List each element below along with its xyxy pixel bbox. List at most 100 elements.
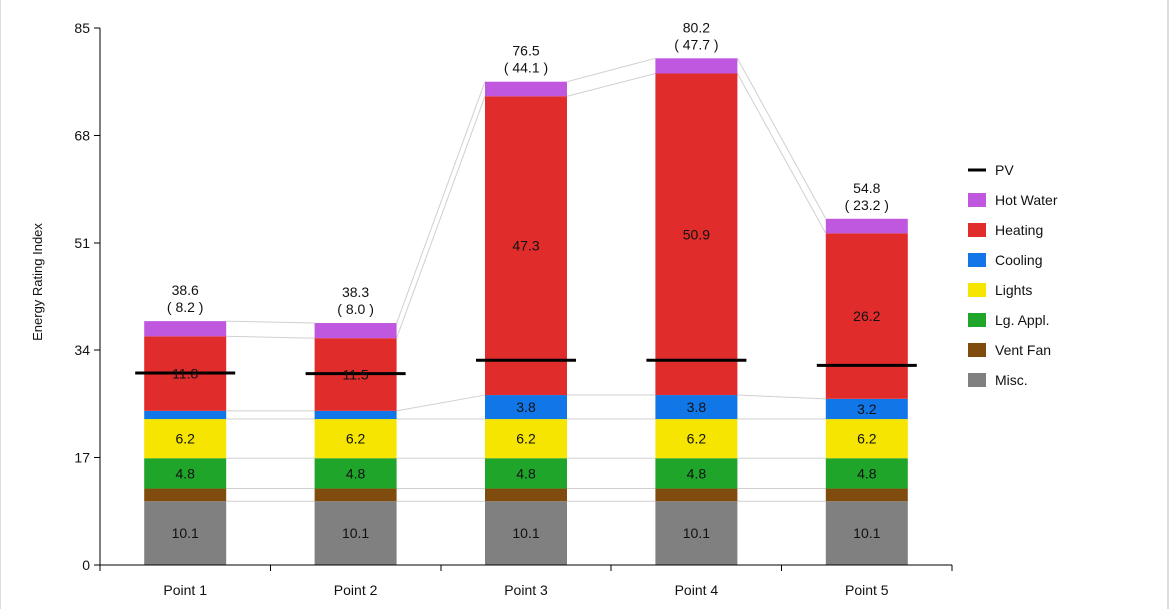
data-label-misc-point-2: 10.1 <box>342 525 369 541</box>
total-secondary-label-point-4: ( 47.7 ) <box>674 36 718 52</box>
bar-segment-lg-appl-point-1 <box>144 458 227 489</box>
total-label-point-5: 54.8 <box>853 180 880 196</box>
x-tick-label-point-3: Point 3 <box>504 582 548 598</box>
axes <box>99 28 952 566</box>
bar-segment-lights-point-2 <box>314 419 397 459</box>
legend-swatch <box>968 343 986 357</box>
x-tick-label-point-4: Point 4 <box>675 582 719 598</box>
data-label-lg-appl-point-3: 4.8 <box>516 465 536 481</box>
total-secondary-label-point-1: ( 8.2 ) <box>167 299 204 315</box>
bar-segment-misc-point-4 <box>655 501 738 565</box>
legend-label: Heating <box>995 222 1043 238</box>
bar-segment-lights-point-3 <box>485 419 567 459</box>
data-label-misc-point-1: 10.1 <box>172 525 199 541</box>
bar-segment-heating-point-3 <box>485 96 567 396</box>
data-labels: 10.1 10.1 10.1 10.1 10.1 4.8 4.8 4.8 4.8 4.8 6.2 6.… <box>172 226 881 541</box>
legend-item-lg-appl: Lg. Appl. <box>968 312 1050 328</box>
legend-item-pv: PV <box>968 162 1014 178</box>
total-secondary-label-point-3: ( 44.1 ) <box>504 60 548 76</box>
x-tick-label-point-5: Point 5 <box>845 582 889 598</box>
data-label-lights-point-5: 6.2 <box>857 431 877 447</box>
data-label-cooling-point-3: 3.8 <box>516 399 536 415</box>
bar-segment-hot-water-point-2 <box>314 323 397 339</box>
legend: PV Hot Water Heating Cooling Lights Lg. Appl.… <box>968 162 1058 388</box>
bar-segment-cooling-point-4 <box>655 395 738 420</box>
bar-segment-hot-water-point-4 <box>655 58 738 74</box>
y-tick-label-85: 85 <box>74 20 90 36</box>
total-label-point-3: 76.5 <box>512 43 539 59</box>
bar-segment-vent-fan-point-3 <box>485 488 567 502</box>
bar-segment-heating-point-5 <box>825 233 908 399</box>
data-label-lights-point-1: 6.2 <box>175 431 195 447</box>
x-tick-label-point-1: Point 1 <box>163 582 207 598</box>
legend-item-vent-fan: Vent Fan <box>968 342 1051 358</box>
data-label-lg-appl-point-5: 4.8 <box>857 465 877 481</box>
connector-line <box>226 320 315 324</box>
bar-segment-lights-point-4 <box>655 419 738 459</box>
connector-line <box>396 81 486 324</box>
y-tick-label-51: 51 <box>74 235 90 251</box>
legend-label: Cooling <box>995 252 1042 268</box>
bar-segment-lg-appl-point-5 <box>825 458 908 489</box>
data-label-misc-point-4: 10.1 <box>683 525 710 541</box>
legend-swatch <box>968 223 986 237</box>
total-secondary-label-point-5: ( 23.2 ) <box>845 197 889 213</box>
legend-swatch <box>968 373 986 387</box>
bar-segment-hot-water-point-5 <box>825 218 908 234</box>
bar-segment-hot-water-point-3 <box>485 81 567 97</box>
legend-label: Vent Fan <box>995 342 1051 358</box>
total-label-point-1: 38.6 <box>172 282 199 298</box>
data-label-cooling-point-5: 3.2 <box>857 401 877 417</box>
total-label-point-4: 80.2 <box>683 19 710 35</box>
legend-item-hot-water: Hot Water <box>968 192 1058 208</box>
legend-item-misc: Misc. <box>968 372 1028 388</box>
legend-item-cooling: Cooling <box>968 252 1042 268</box>
y-tick-label-0: 0 <box>82 557 90 573</box>
data-label-heating-point-3: 47.3 <box>512 238 539 254</box>
bar-segment-vent-fan-point-1 <box>144 488 227 502</box>
bar-segment-lights-point-5 <box>825 419 908 459</box>
legend-swatch <box>968 193 986 207</box>
bar-segment-misc-point-1 <box>144 501 227 565</box>
legend-swatch <box>968 253 986 267</box>
legend-label: Misc. <box>995 372 1028 388</box>
data-label-heating-point-1: 11.8 <box>172 366 198 382</box>
total-label-point-2: 38.3 <box>342 284 369 300</box>
bar-segment-lg-appl-point-3 <box>485 458 567 489</box>
legend-label: Lights <box>995 282 1032 298</box>
y-tick-label-34: 34 <box>74 342 90 358</box>
connector-line <box>396 394 486 412</box>
y-axis-title: Energy Rating Index <box>30 223 45 341</box>
bar-segment-lg-appl-point-2 <box>314 458 397 489</box>
connector-line <box>396 96 486 339</box>
data-label-lights-point-2: 6.2 <box>346 431 366 447</box>
bar-segment-misc-point-2 <box>314 501 397 565</box>
data-label-lights-point-3: 6.2 <box>516 431 536 447</box>
connector-line <box>736 58 827 220</box>
connector-line <box>737 394 826 400</box>
bar-segment-vent-fan-point-5 <box>825 488 908 502</box>
bar-segment-lg-appl-point-4 <box>655 458 738 489</box>
bar-segment-heating-point-4 <box>655 73 738 396</box>
bar-segment-cooling-point-2 <box>314 410 397 420</box>
pv-markers <box>135 358 917 376</box>
total-labels: 38.6( 8.2 )38.3( 8.0 )76.5( 44.1 )80.2( … <box>167 19 889 317</box>
data-label-lg-appl-point-2: 4.8 <box>346 465 366 481</box>
data-label-lg-appl-point-1: 4.8 <box>175 465 195 481</box>
legend-item-heating: Heating <box>968 222 1043 238</box>
data-label-heating-point-4: 50.9 <box>683 226 710 242</box>
bar-segment-cooling-point-3 <box>485 395 567 420</box>
bar-segment-hot-water-point-1 <box>144 321 227 337</box>
bar-segment-cooling-point-1 <box>144 410 227 420</box>
connector-line <box>566 73 656 97</box>
bar-segment-misc-point-3 <box>485 501 567 565</box>
legend-swatch <box>968 313 986 327</box>
data-label-lg-appl-point-4: 4.8 <box>687 465 707 481</box>
connector-lines <box>226 57 827 502</box>
data-label-cooling-point-4: 3.8 <box>687 399 707 415</box>
legend-label: Hot Water <box>995 192 1058 208</box>
bars-layer <box>144 58 908 565</box>
